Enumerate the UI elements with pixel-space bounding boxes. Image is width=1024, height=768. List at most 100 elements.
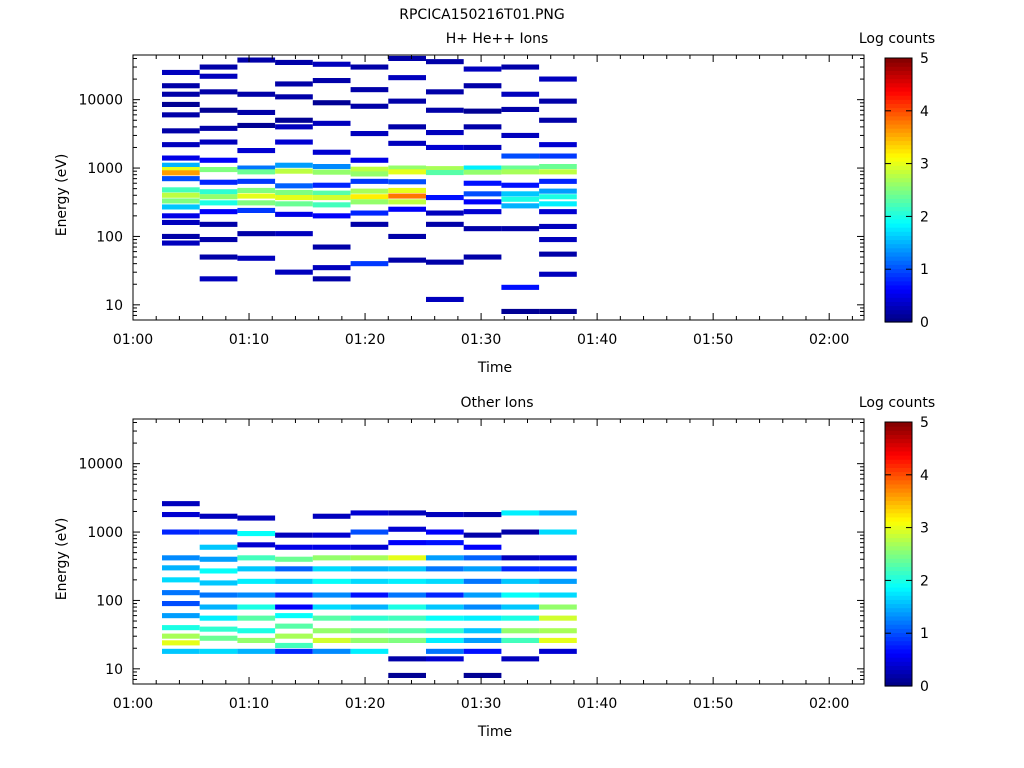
heatmap-cell [275,94,313,100]
colorbar-segment [885,297,912,302]
colorbar-segment [885,624,912,629]
heatmap-cell [237,531,276,537]
colorbar-segment [885,471,912,477]
heatmap-cell [350,194,389,200]
heatmap-cell [539,117,577,123]
colorbar-segment [885,578,912,584]
colorbar-segment [885,305,912,311]
heatmap-cell [501,132,540,138]
colorbar-segment [885,611,912,617]
heatmap-cell [388,124,426,130]
heatmap-cell [463,648,502,654]
heatmap-cell [463,226,502,232]
heatmap-cell [162,112,200,118]
heatmap-cell [275,633,313,639]
heatmap-cell [312,637,351,643]
colorbar-segment [885,632,912,638]
heatmap-cell [312,169,351,175]
heatmap-cell [275,162,313,168]
heatmap-cell [275,623,313,629]
heatmap-cell [312,578,351,584]
heatmap-cell [162,219,200,225]
colorbar-segment [885,615,912,621]
colorbar-segment [885,284,912,290]
heatmap-cell [199,626,238,632]
x-axis: 01:00 01:10 01:20 01:30 01:40 01:50 02:00 [113,419,853,712]
heatmap-cell [388,98,426,104]
heatmap-cell [388,187,426,193]
colorbar-segment [885,144,912,150]
heatmap-cell [237,515,276,521]
heatmap-cell [539,201,577,207]
heatmap-cells [162,55,577,314]
heatmap-cell [162,625,200,631]
heatmap-cell [539,555,577,561]
heatmap-cell [237,165,276,171]
heatmap-cell [463,108,502,114]
heatmap-cell [199,209,238,215]
colorbar-segment [885,140,912,146]
heatmap-cell [539,169,577,175]
heatmap-cell [162,162,200,168]
y-tick-label: 1000 [87,161,123,177]
heatmap-cell [162,128,200,134]
colorbar-segment [885,657,912,662]
x-tick-label: 01:00 [113,332,153,348]
colorbar-segment [885,239,912,245]
heatmap-cell [463,124,502,130]
x-tick-label: 01:50 [693,332,733,348]
heatmap-cell [312,100,351,106]
heatmap-cell [275,59,313,65]
heatmap-cell [237,592,276,598]
heatmap-cell [350,592,389,598]
x-axis-label: Time [477,360,512,376]
heatmap-cell [312,78,351,84]
colorbar-segment [885,537,912,543]
heatmap-cell [199,254,238,260]
colorbar-segment [885,558,912,563]
heatmap-cell [199,276,238,282]
heatmap-cell [199,568,238,574]
heatmap-cell [426,604,464,610]
y-tick-label: 100 [96,593,123,609]
heatmap-cell [539,615,577,621]
colorbar-segment [885,62,912,67]
heatmap-cell [501,191,540,197]
heatmap-cell [162,590,200,596]
heatmap-cell [237,178,276,184]
heatmap-cell [426,512,464,518]
heatmap-cell [463,144,502,150]
heatmap-cell [162,233,200,239]
y-tick-label: 10 [105,662,123,678]
colorbar-segment [885,107,912,113]
heatmap-cell [501,566,540,572]
heatmap-cell [350,64,389,70]
heatmap-cell [350,199,389,205]
colorbar-segment [885,541,912,547]
heatmap-cell [463,544,502,550]
colorbar-segment [885,111,912,117]
heatmap-cell [539,153,577,159]
colorbar-segment [885,66,912,71]
heatmap-cell [162,170,200,176]
y-tick-label: 10 [105,298,123,314]
heatmap-cell [463,254,502,260]
heatmap-cell [426,555,464,561]
heatmap-cell [199,73,238,79]
x-tick-label: 01:20 [345,332,385,348]
heatmap-cell [199,544,238,550]
heatmap-cell [237,187,276,193]
heatmap-cell [463,169,502,175]
colorbar-segment [885,430,912,435]
heatmap-cell [426,648,464,654]
heatmap-cell [312,648,351,654]
heatmap-cell [162,91,200,97]
heatmap-cell [426,296,464,302]
heatmap-cell [501,637,540,643]
heatmap-cell [426,221,464,227]
heatmap-cell [388,604,426,610]
heatmap-cell [501,196,540,202]
heatmap-cell [275,613,313,619]
heatmap-cell [501,165,540,171]
colorbar-segment [885,595,912,600]
